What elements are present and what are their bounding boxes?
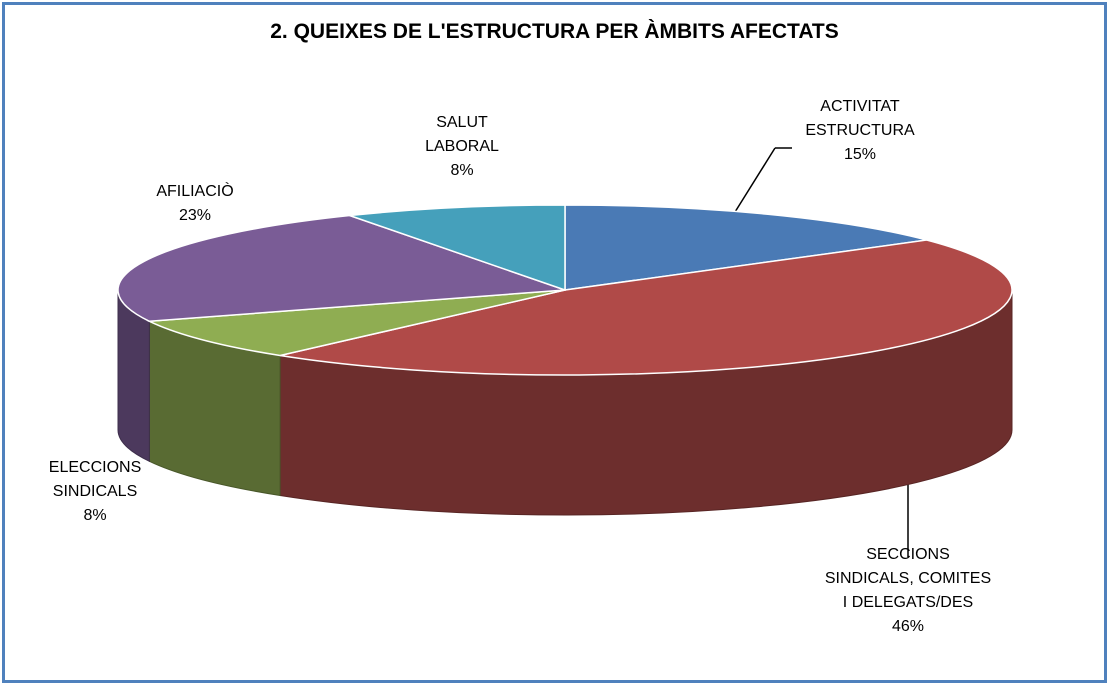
value-label: 15% xyxy=(843,146,877,163)
slice xyxy=(146,289,566,357)
category-label: SECCIONS SINDICALS, COMITES I DELEGATS/D… xyxy=(824,546,992,611)
data-label: SALUT LABORAL 8% xyxy=(417,111,507,183)
leader-line xyxy=(734,147,776,213)
value-label: 8% xyxy=(83,507,107,524)
category-label: SALUT LABORAL xyxy=(425,114,499,155)
slice xyxy=(117,214,566,323)
data-label: ELECCIONS SINDICALS 8% xyxy=(35,456,155,528)
chart-title: 2. QUEIXES DE L'ESTRUCTURA PER ÀMBITS AF… xyxy=(270,20,839,43)
data-label: ACTIVITAT ESTRUCTURA 15% xyxy=(795,95,925,167)
slice xyxy=(279,239,1013,376)
category-label: AFILIACIÒ xyxy=(156,183,234,200)
value-label: 46% xyxy=(891,618,925,635)
slice-tops xyxy=(117,204,1013,376)
category-label: ELECCIONS SINDICALS xyxy=(48,459,142,500)
category-label: ACTIVITAT ESTRUCTURA xyxy=(805,98,915,139)
value-label: 23% xyxy=(178,207,212,224)
data-label: AFILIACIÒ 23% xyxy=(135,180,255,228)
data-label: SECCIONS SINDICALS, COMITES I DELEGATS/D… xyxy=(822,543,994,639)
value-label: 8% xyxy=(450,162,474,179)
slice xyxy=(349,204,566,292)
slice xyxy=(564,204,927,291)
